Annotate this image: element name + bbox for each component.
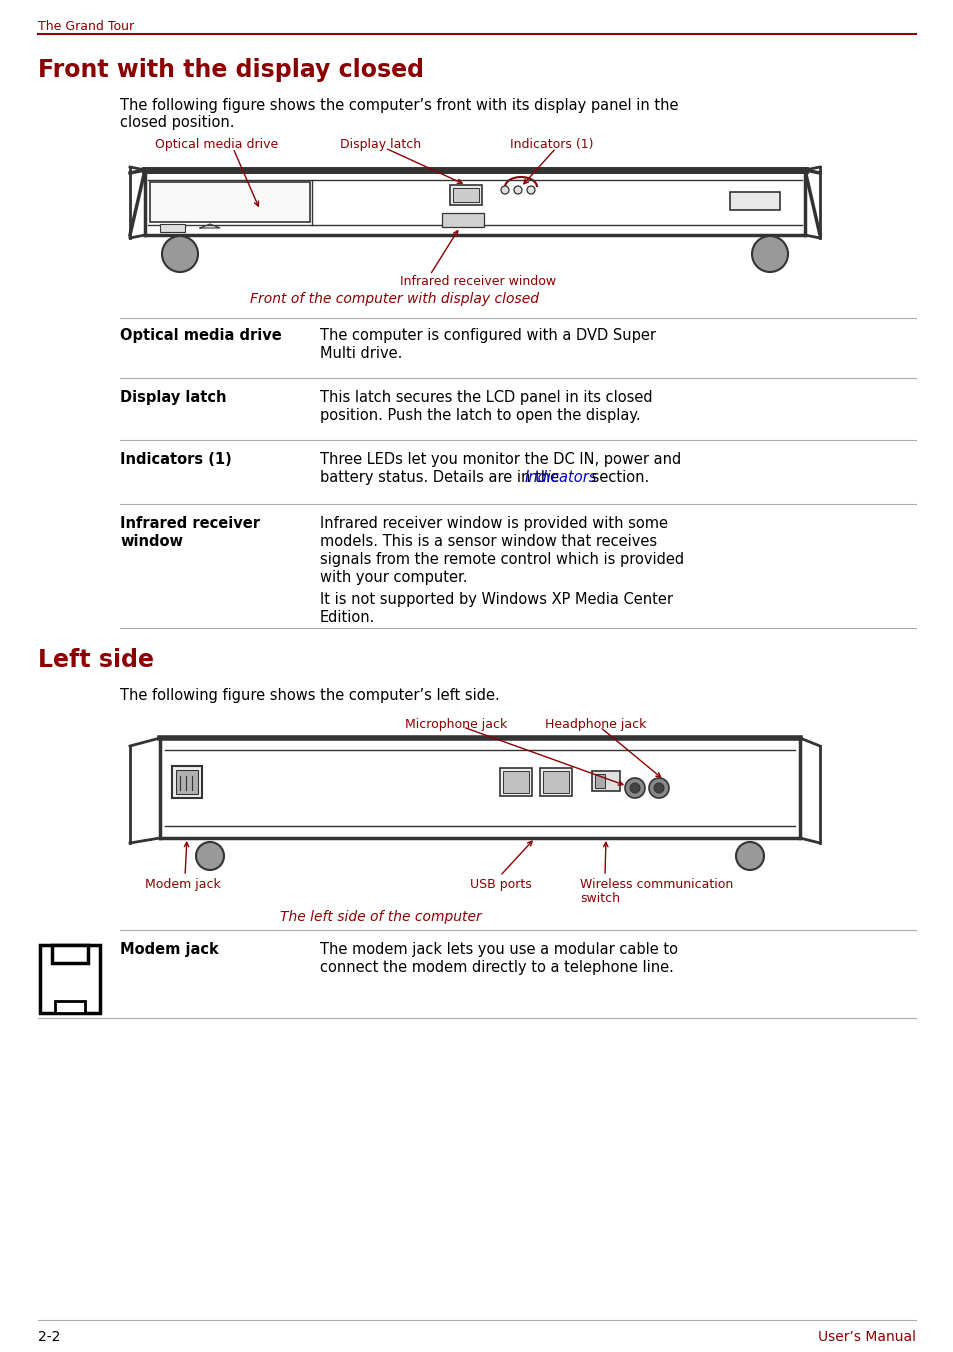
Text: Wireless communication: Wireless communication (579, 877, 733, 891)
Bar (40, 945, 100, 1013)
Bar (441, 214, 483, 227)
Bar (52, 945, 88, 963)
Circle shape (624, 777, 644, 798)
Text: Headphone jack: Headphone jack (544, 718, 646, 731)
Bar (499, 768, 532, 796)
Text: Front of the computer with display closed: Front of the computer with display close… (250, 292, 538, 306)
Text: signals from the remote control which is provided: signals from the remote control which is… (319, 552, 683, 566)
Bar (542, 771, 568, 794)
Text: It is not supported by Windows XP Media Center: It is not supported by Windows XP Media … (319, 592, 672, 607)
Text: Modem jack: Modem jack (145, 877, 220, 891)
Circle shape (526, 187, 535, 193)
Bar (160, 224, 185, 233)
Text: closed position.: closed position. (120, 115, 234, 130)
Text: Indicators: Indicators (524, 470, 597, 485)
Text: window: window (120, 534, 183, 549)
Text: Display latch: Display latch (339, 138, 420, 151)
Bar (450, 185, 481, 206)
Text: Optical media drive: Optical media drive (154, 138, 278, 151)
Text: switch: switch (579, 892, 619, 904)
Circle shape (629, 783, 639, 794)
Text: Infrared receiver: Infrared receiver (120, 516, 260, 531)
Text: Indicators (1): Indicators (1) (510, 138, 593, 151)
Circle shape (162, 237, 198, 272)
Text: This latch secures the LCD panel in its closed: This latch secures the LCD panel in its … (319, 389, 652, 406)
Circle shape (514, 187, 521, 193)
Text: USB ports: USB ports (470, 877, 531, 891)
Bar (539, 768, 572, 796)
Ellipse shape (178, 193, 282, 211)
Text: Display latch: Display latch (120, 389, 226, 406)
Circle shape (654, 783, 663, 794)
Text: connect the modem directly to a telephone line.: connect the modem directly to a telephon… (319, 960, 673, 975)
Text: Three LEDs let you monitor the DC IN, power and: Three LEDs let you monitor the DC IN, po… (319, 452, 680, 466)
Circle shape (500, 187, 509, 193)
Text: Modem jack: Modem jack (120, 942, 218, 957)
Text: 2-2: 2-2 (38, 1330, 60, 1344)
Text: Multi drive.: Multi drive. (319, 346, 402, 361)
Bar (453, 188, 478, 201)
Text: battery status. Details are in the: battery status. Details are in the (319, 470, 563, 485)
Bar (729, 192, 780, 210)
Text: Microphone jack: Microphone jack (405, 718, 507, 731)
Text: The left side of the computer: The left side of the computer (280, 910, 481, 923)
Bar (55, 1000, 85, 1013)
Text: The following figure shows the computer’s front with its display panel in the: The following figure shows the computer’… (120, 97, 678, 114)
Text: The following figure shows the computer’s left side.: The following figure shows the computer’… (120, 688, 499, 703)
Bar (592, 771, 619, 791)
Text: Optical media drive: Optical media drive (120, 329, 281, 343)
Bar (150, 183, 310, 222)
Text: Front with the display closed: Front with the display closed (38, 58, 423, 82)
Circle shape (751, 237, 787, 272)
Text: Infrared receiver window: Infrared receiver window (399, 274, 556, 288)
Text: The modem jack lets you use a modular cable to: The modem jack lets you use a modular ca… (319, 942, 678, 957)
Text: position. Push the latch to open the display.: position. Push the latch to open the dis… (319, 408, 640, 423)
Bar (595, 773, 604, 788)
Text: Infrared receiver window is provided with some: Infrared receiver window is provided wit… (319, 516, 667, 531)
Text: models. This is a sensor window that receives: models. This is a sensor window that rec… (319, 534, 657, 549)
Circle shape (735, 842, 763, 869)
Text: Left side: Left side (38, 648, 153, 672)
Text: The computer is configured with a DVD Super: The computer is configured with a DVD Su… (319, 329, 656, 343)
Circle shape (648, 777, 668, 798)
Text: section.: section. (586, 470, 648, 485)
Text: Edition.: Edition. (319, 610, 375, 625)
Text: with your computer.: with your computer. (319, 571, 467, 585)
Text: The Grand Tour: The Grand Tour (38, 20, 134, 32)
Text: Indicators (1): Indicators (1) (120, 452, 232, 466)
Bar (172, 767, 202, 798)
Circle shape (195, 842, 224, 869)
Text: User’s Manual: User’s Manual (817, 1330, 915, 1344)
Bar (502, 771, 529, 794)
Bar (175, 771, 198, 794)
